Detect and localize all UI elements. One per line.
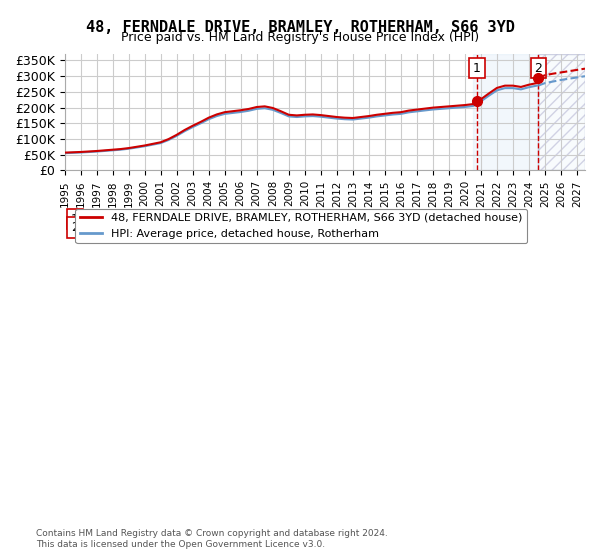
Text: £220,000: £220,000 — [262, 213, 322, 226]
Text: 1: 1 — [71, 213, 79, 226]
Text: 2: 2 — [535, 62, 542, 74]
Text: 48, FERNDALE DRIVE, BRAMLEY, ROTHERHAM, S66 3YD: 48, FERNDALE DRIVE, BRAMLEY, ROTHERHAM, … — [86, 20, 514, 35]
Bar — [473, 54, 538, 170]
Text: 5% ↑ HPI: 5% ↑ HPI — [377, 221, 437, 234]
Text: 1: 1 — [473, 62, 481, 74]
Text: 4% ↑ HPI: 4% ↑ HPI — [377, 213, 437, 226]
Text: 2: 2 — [71, 221, 79, 234]
Text: 25-SEP-2020: 25-SEP-2020 — [112, 213, 194, 226]
Legend: 48, FERNDALE DRIVE, BRAMLEY, ROTHERHAM, S66 3YD (detached house), HPI: Average p: 48, FERNDALE DRIVE, BRAMLEY, ROTHERHAM, … — [76, 208, 527, 243]
Text: £295,000: £295,000 — [262, 221, 322, 234]
Text: Price paid vs. HM Land Registry's House Price Index (HPI): Price paid vs. HM Land Registry's House … — [121, 31, 479, 44]
Bar — [538, 54, 585, 170]
Bar — [538, 54, 585, 170]
Text: Contains HM Land Registry data © Crown copyright and database right 2024.
This d: Contains HM Land Registry data © Crown c… — [36, 529, 388, 549]
Text: 02-AUG-2024: 02-AUG-2024 — [112, 221, 194, 234]
